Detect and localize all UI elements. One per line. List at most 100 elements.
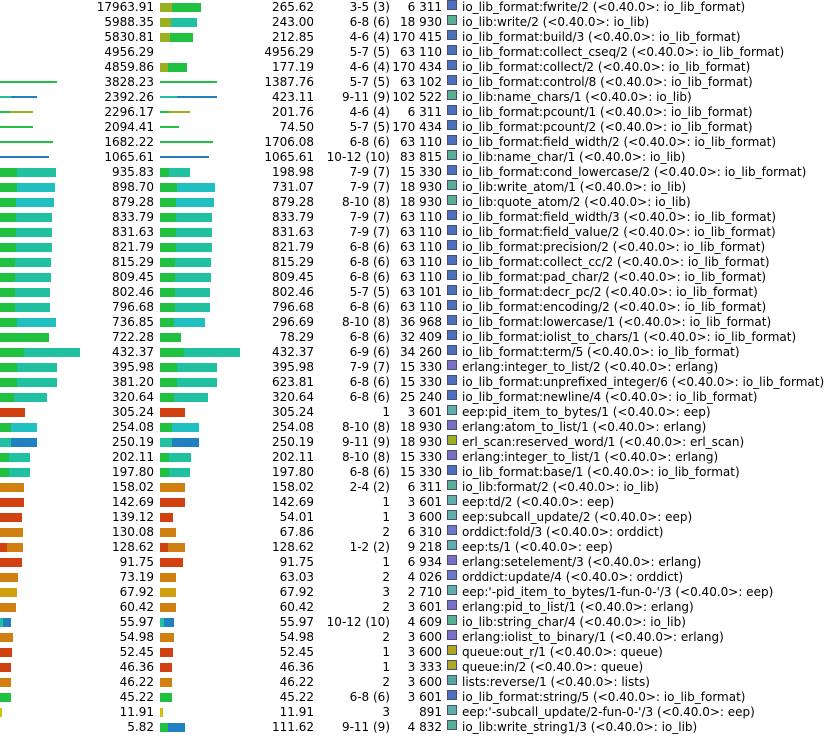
table-row[interactable]: 2392.26 423.11 9-11 (9) 102 522 io_lib:name_… bbox=[0, 90, 836, 105]
own-time-value: 879.28 bbox=[112, 195, 154, 209]
table-row[interactable]: 202.11 202.11 8-10 (8) 15 330 erlang:integer… bbox=[0, 450, 836, 465]
table-row[interactable]: 3828.23 1387.76 5-7 (5) 63 102 io_lib_format… bbox=[0, 75, 836, 90]
table-row[interactable]: 796.68 796.68 6-8 (6) 63 110 io_lib_format:e… bbox=[0, 300, 836, 315]
table-row[interactable]: 197.80 197.80 6-8 (6) 15 330 io_lib_format:b… bbox=[0, 465, 836, 480]
function-name: io_lib:name_chars/1 (<0.40.0>: io_lib) bbox=[462, 90, 692, 104]
own-time-bar bbox=[0, 270, 82, 285]
call-depth-value: 1 bbox=[382, 555, 390, 569]
table-row[interactable]: 320.64 320.64 6-8 (6) 25 240 io_lib_format:n… bbox=[0, 390, 836, 405]
module-color-swatch bbox=[447, 615, 457, 625]
call-depth-value: 8-10 (8) bbox=[341, 315, 390, 329]
table-row[interactable]: 879.28 879.28 8-10 (8) 18 930 io_lib:quote_a… bbox=[0, 195, 836, 210]
table-row[interactable]: 11.91 11.91 3 891 eep:'-subcall_update/2-fun… bbox=[0, 705, 836, 720]
table-row[interactable]: 60.42 60.42 2 3 601 erlang:pid_to_list/1 (<0… bbox=[0, 600, 836, 615]
call-depth-value: 1 bbox=[382, 495, 390, 509]
function-name: io_lib_format:field_width/2 (<0.40.0>: i… bbox=[462, 135, 776, 149]
table-row[interactable]: 91.75 91.75 1 6 934 erlang:setelement/3 (<0.… bbox=[0, 555, 836, 570]
table-row[interactable]: 254.08 254.08 8-10 (8) 18 930 erlang:atom_to… bbox=[0, 420, 836, 435]
table-row[interactable]: 139.12 54.01 1 3 600 eep:subcall_update/2 (<… bbox=[0, 510, 836, 525]
acc-time-bar bbox=[160, 60, 242, 75]
acc-time-bar bbox=[160, 390, 242, 405]
count-value: 3 601 bbox=[407, 405, 442, 419]
table-row[interactable]: 158.02 158.02 2-4 (2) 6 311 io_lib:format/2 … bbox=[0, 480, 836, 495]
own-time-value: 815.29 bbox=[112, 255, 154, 269]
table-row[interactable]: 5988.35 243.00 6-8 (6) 18 930 io_lib:write/2… bbox=[0, 15, 836, 30]
table-row[interactable]: 821.79 821.79 6-8 (6) 63 110 io_lib_format:p… bbox=[0, 240, 836, 255]
call-depth-value: 6-8 (6) bbox=[349, 15, 390, 29]
own-time-value: 45.22 bbox=[119, 690, 154, 704]
acc-time-bar bbox=[160, 300, 242, 315]
table-row[interactable]: 142.69 142.69 1 3 601 eep:td/2 (<0.40.0>: ee… bbox=[0, 495, 836, 510]
own-time-bar bbox=[0, 150, 82, 165]
table-row[interactable]: 55.97 55.97 10-12 (10) 4 609 io_lib:string_c… bbox=[0, 615, 836, 630]
acc-time-value: 158.02 bbox=[272, 480, 314, 494]
call-depth-value: 3 bbox=[382, 705, 390, 719]
module-color-swatch bbox=[447, 60, 457, 70]
table-row[interactable]: 833.79 833.79 7-9 (7) 63 110 io_lib_format:f… bbox=[0, 210, 836, 225]
table-row[interactable]: 935.83 198.98 7-9 (7) 15 330 io_lib_format:c… bbox=[0, 165, 836, 180]
table-row[interactable]: 432.37 432.37 6-9 (6) 34 260 io_lib_format:t… bbox=[0, 345, 836, 360]
call-depth-value: 2 bbox=[382, 570, 390, 584]
table-row[interactable]: 5830.81 212.85 4-6 (4) 170 415 io_lib_format… bbox=[0, 30, 836, 45]
table-row[interactable]: 17963.91 265.62 3-5 (3) 6 311 io_lib_format:… bbox=[0, 0, 836, 15]
module-color-swatch bbox=[447, 225, 457, 235]
acc-time-value: 1706.08 bbox=[264, 135, 314, 149]
table-row[interactable]: 722.28 78.29 6-8 (6) 32 409 io_lib_format:io… bbox=[0, 330, 836, 345]
function-name: io_lib:write/2 (<0.40.0>: io_lib) bbox=[462, 15, 650, 29]
table-row[interactable]: 45.22 45.22 6-8 (6) 3 601 io_lib_format:stri… bbox=[0, 690, 836, 705]
table-row[interactable]: 5.82 111.62 9-11 (9) 4 832 io_lib:write_stri… bbox=[0, 720, 836, 735]
table-row[interactable]: 4859.86 177.19 4-6 (4) 170 434 io_lib_format… bbox=[0, 60, 836, 75]
table-row[interactable]: 815.29 815.29 6-8 (6) 63 110 io_lib_format:c… bbox=[0, 255, 836, 270]
count-value: 18 930 bbox=[400, 435, 442, 449]
table-row[interactable]: 736.85 296.69 8-10 (8) 36 968 io_lib_format:… bbox=[0, 315, 836, 330]
acc-time-value: 296.69 bbox=[272, 315, 314, 329]
acc-time-value: 395.98 bbox=[272, 360, 314, 374]
table-row[interactable]: 250.19 250.19 9-11 (9) 18 930 erl_scan:reser… bbox=[0, 435, 836, 450]
own-time-value: 1065.61 bbox=[104, 150, 154, 164]
module-color-swatch bbox=[447, 570, 457, 580]
acc-time-bar bbox=[160, 330, 242, 345]
call-depth-value: 10-12 (10) bbox=[326, 615, 390, 629]
table-row[interactable]: 2094.41 74.50 5-7 (5) 170 434 io_lib_format:… bbox=[0, 120, 836, 135]
acc-time-value: 802.46 bbox=[272, 285, 314, 299]
table-row[interactable]: 802.46 802.46 5-7 (5) 63 101 io_lib_format:d… bbox=[0, 285, 836, 300]
table-row[interactable]: 898.70 731.07 7-9 (7) 18 930 io_lib:write_at… bbox=[0, 180, 836, 195]
table-row[interactable]: 809.45 809.45 6-8 (6) 63 110 io_lib_format:p… bbox=[0, 270, 836, 285]
table-row[interactable]: 130.08 67.86 2 6 310 orddict:fold/3 (<0.40.0… bbox=[0, 525, 836, 540]
module-color-swatch bbox=[447, 210, 457, 220]
acc-time-bar bbox=[160, 630, 242, 645]
table-row[interactable]: 4956.29 4956.29 5-7 (5) 63 110 io_lib_format… bbox=[0, 45, 836, 60]
table-row[interactable]: 1065.61 1065.61 10-12 (10) 83 815 io_lib:nam… bbox=[0, 150, 836, 165]
own-time-bar bbox=[0, 480, 82, 495]
own-time-value: 55.97 bbox=[119, 615, 154, 629]
acc-time-value: 265.62 bbox=[272, 0, 314, 14]
count-value: 18 930 bbox=[400, 420, 442, 434]
table-row[interactable]: 305.24 305.24 1 3 601 eep:pid_item_to_bytes/… bbox=[0, 405, 836, 420]
own-time-value: 4859.86 bbox=[104, 60, 154, 74]
table-row[interactable]: 831.63 831.63 7-9 (7) 63 110 io_lib_format:f… bbox=[0, 225, 836, 240]
acc-time-bar bbox=[160, 435, 242, 450]
acc-time-value: 67.86 bbox=[279, 525, 314, 539]
function-name: eep:ts/1 (<0.40.0>: eep) bbox=[462, 540, 613, 554]
function-name: io_lib:quote_atom/2 (<0.40.0>: io_lib) bbox=[462, 195, 691, 209]
table-row[interactable]: 381.20 623.81 6-8 (6) 15 330 io_lib_format:u… bbox=[0, 375, 836, 390]
own-time-value: 898.70 bbox=[112, 180, 154, 194]
function-name: queue:out_r/1 (<0.40.0>: queue) bbox=[462, 645, 663, 659]
table-row[interactable]: 73.19 63.03 2 4 026 orddict:update/4 (<0.40.… bbox=[0, 570, 836, 585]
table-row[interactable]: 54.98 54.98 2 3 600 erlang:iolist_to_binary/… bbox=[0, 630, 836, 645]
table-row[interactable]: 46.22 46.22 2 3 600 lists:reverse/1 (<0.40.0… bbox=[0, 675, 836, 690]
table-row[interactable]: 2296.17 201.76 4-6 (4) 6 311 io_lib_format:p… bbox=[0, 105, 836, 120]
call-depth-value: 6-8 (6) bbox=[349, 375, 390, 389]
table-row[interactable]: 395.98 395.98 7-9 (7) 15 330 erlang:integer_… bbox=[0, 360, 836, 375]
table-row[interactable]: 128.62 128.62 1-2 (2) 9 218 eep:ts/1 (<0.40.… bbox=[0, 540, 836, 555]
count-value: 3 600 bbox=[407, 675, 442, 689]
function-name: io_lib_format:field_value/2 (<0.40.0>: i… bbox=[462, 225, 776, 239]
acc-time-bar bbox=[160, 555, 242, 570]
table-row[interactable]: 52.45 52.45 1 3 600 queue:out_r/1 (<0.40.0>:… bbox=[0, 645, 836, 660]
table-row[interactable]: 1682.22 1706.08 6-8 (6) 63 110 io_lib_format… bbox=[0, 135, 836, 150]
module-color-swatch bbox=[447, 255, 457, 265]
own-time-bar bbox=[0, 450, 82, 465]
table-row[interactable]: 67.92 67.92 3 2 710 eep:'-pid_item_to_bytes/… bbox=[0, 585, 836, 600]
count-value: 63 110 bbox=[400, 225, 442, 239]
table-row[interactable]: 46.36 46.36 1 3 333 queue:in/2 (<0.40.0>: qu… bbox=[0, 660, 836, 675]
